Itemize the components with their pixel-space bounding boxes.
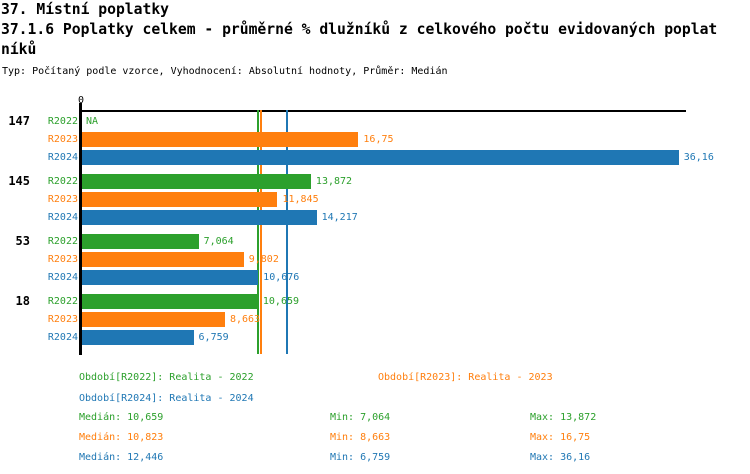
series-row-label-r2022: R2022 (47, 296, 78, 307)
bar-chart-plot-area: NA 16,75 36,16 13,872 11,845 14,217 7,064 9,802… (82, 110, 714, 355)
bar-r2022-53 (82, 234, 199, 249)
page-title: 37. Místní poplatky (1, 1, 170, 18)
bar-value-label: NA (86, 116, 99, 127)
series-row-label-r2024: R2024 (47, 332, 78, 343)
bar-r2022-145 (82, 174, 311, 189)
bar-value-label: 36,16 (683, 152, 714, 163)
bar-value-label: 11,845 (282, 194, 319, 205)
chart-meta-info: Typ: Počítaný podle vzorce, Vyhodnocení:… (2, 66, 448, 77)
y-axis-line (79, 103, 82, 355)
stat-median-r2023: Medián: 10,823 (79, 432, 164, 443)
stat-median-r2024: Medián: 12,446 (79, 452, 164, 463)
series-row-label-r2023: R2023 (47, 254, 78, 265)
x-axis-line (80, 110, 686, 112)
series-row-label-r2022: R2022 (47, 176, 78, 187)
chart-row-labels: 147 R2022 R2023 R2024 145 R2022 R2023 R2024 53 R2… (0, 110, 82, 355)
median-line-r2022 (256, 110, 259, 354)
bar-value-label: 6,759 (198, 332, 229, 343)
stat-min-r2022: Min: 7,064 (330, 412, 391, 423)
stat-min-r2023: Min: 8,663 (330, 432, 391, 443)
bar-value-label: 7,064 (203, 236, 234, 247)
series-row-label-r2023: R2023 (47, 134, 78, 145)
bar-value-label: 9,802 (248, 254, 279, 265)
bar-value-label: 13,872 (315, 176, 353, 187)
series-row-label-r2023: R2023 (47, 314, 78, 325)
category-label-147: 147 (8, 114, 30, 128)
bar-r2023-147 (82, 132, 359, 147)
stat-max-r2022: Max: 13,872 (530, 412, 597, 423)
bar-r2024-145 (82, 210, 317, 225)
category-label-18: 18 (15, 294, 30, 308)
bar-r2022-18 (82, 294, 258, 309)
bar-value-label: 16,75 (363, 134, 394, 145)
bar-r2023-53 (82, 252, 244, 267)
stat-max-r2024: Max: 36,16 (530, 452, 591, 463)
median-line-r2024 (286, 110, 289, 354)
series-row-label-r2024: R2024 (47, 152, 78, 163)
series-row-label-r2023: R2023 (47, 194, 78, 205)
stat-min-r2024: Min: 6,759 (330, 452, 391, 463)
bar-r2024-147 (82, 150, 679, 165)
series-row-label-r2022: R2022 (47, 116, 78, 127)
bar-value-label: 10,676 (263, 272, 300, 283)
stat-max-r2023: Max: 16,75 (530, 432, 591, 443)
bar-value-label: 10,659 (262, 296, 300, 307)
bar-r2023-18 (82, 312, 225, 327)
legend-item-r2022: Období[R2022]: Realita - 2022 (79, 372, 254, 383)
bar-value-label: 8,663 (229, 314, 261, 325)
legend-item-r2023: Období[R2023]: Realita - 2023 (378, 372, 553, 383)
x-axis-zero-tick-label: 0 (77, 95, 85, 106)
bar-r2023-145 (82, 192, 278, 207)
stat-median-r2022: Medián: 10,659 (79, 412, 164, 423)
category-label-53: 53 (15, 234, 30, 248)
bar-r2024-53 (82, 270, 259, 285)
chart-subtitle-line1: 37.1.6 Poplatky celkem - průměrné % dluž… (1, 21, 718, 38)
median-line-r2023 (259, 110, 262, 354)
bar-r2024-18 (82, 330, 194, 345)
bar-value-label: 14,217 (321, 212, 358, 223)
legend-item-r2024: Období[R2024]: Realita - 2024 (79, 393, 254, 404)
series-row-label-r2024: R2024 (47, 212, 78, 223)
series-row-label-r2022: R2022 (47, 236, 78, 247)
series-row-label-r2024: R2024 (47, 272, 78, 283)
chart-subtitle-line2: níků (1, 41, 37, 58)
category-label-145: 145 (8, 174, 30, 188)
